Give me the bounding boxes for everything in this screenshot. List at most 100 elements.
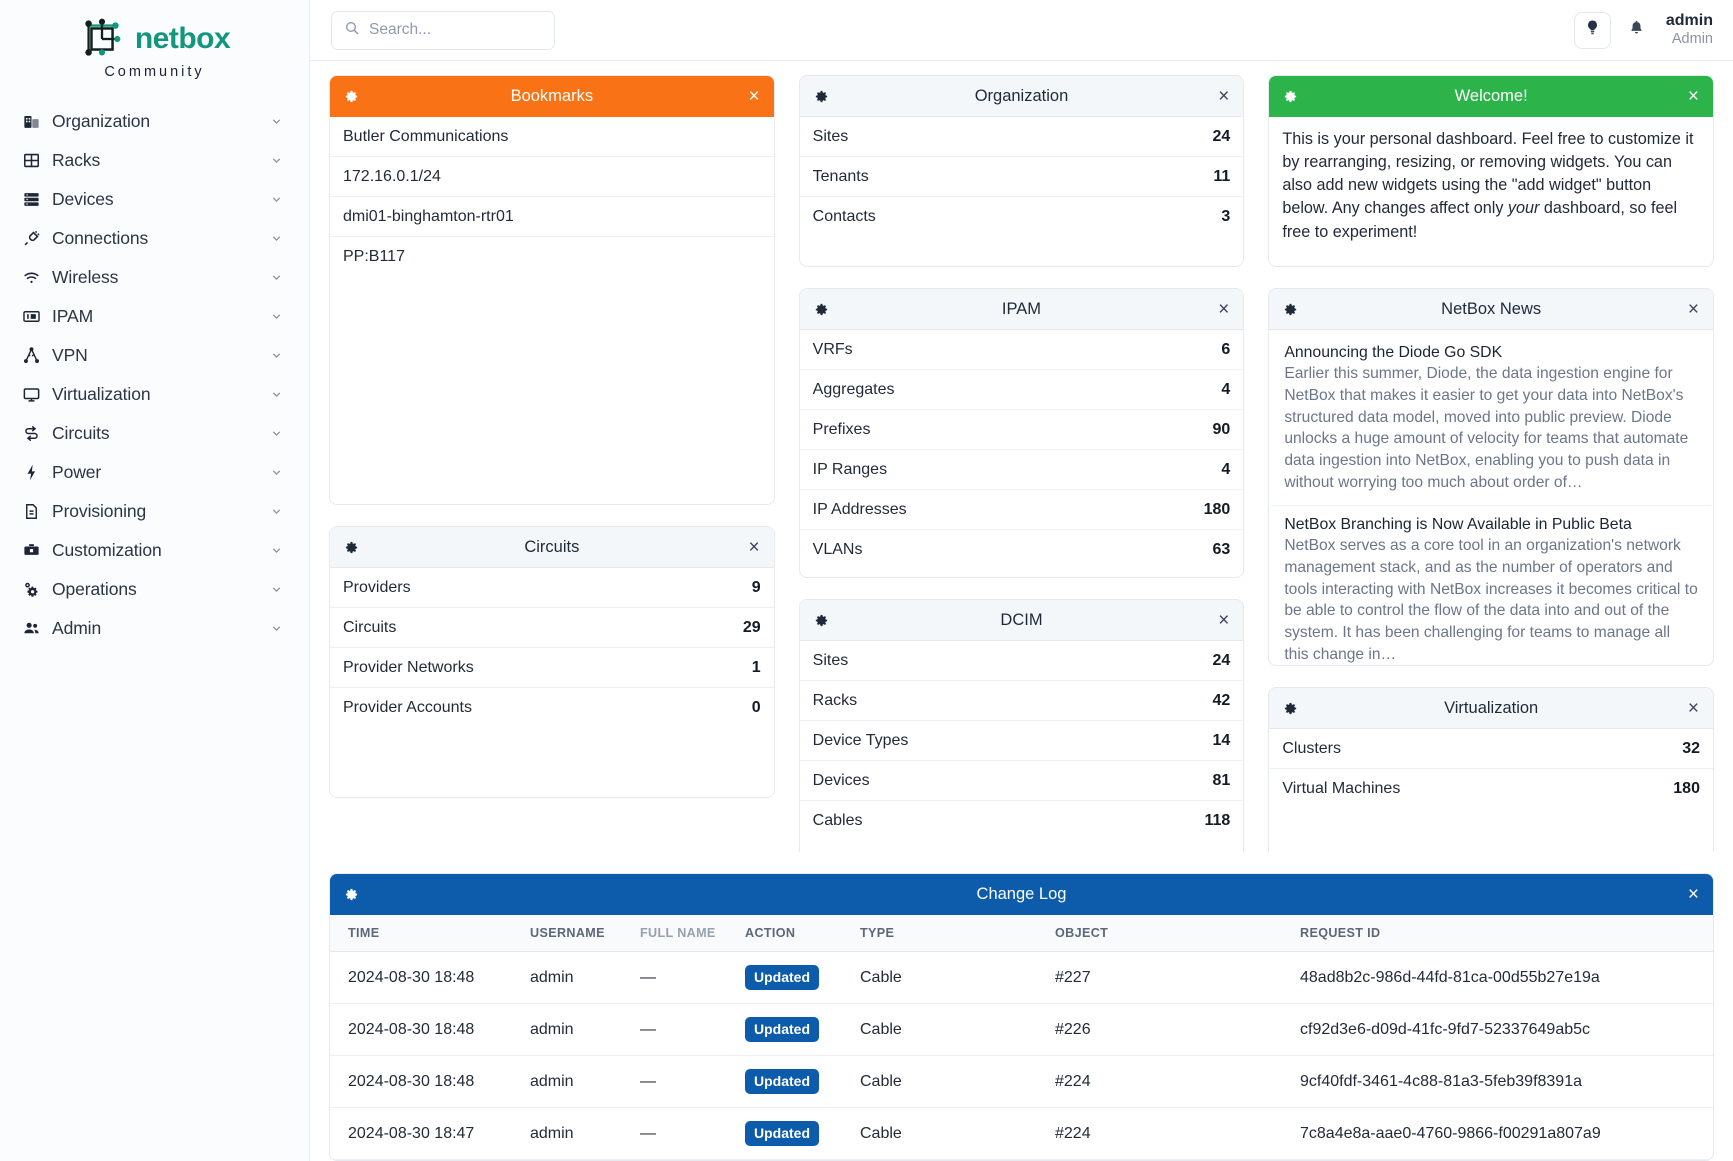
close-icon[interactable]: × xyxy=(1687,883,1699,905)
column-header-type[interactable]: TYPE xyxy=(860,915,1055,952)
close-icon[interactable]: × xyxy=(748,85,760,107)
list-item[interactable]: PP:B117 xyxy=(343,248,405,265)
stat-row[interactable]: Cables 118 xyxy=(800,801,1244,841)
stat-row[interactable]: Devices 81 xyxy=(799,761,1244,801)
column-header-action[interactable]: ACTION xyxy=(745,915,860,952)
table-row[interactable]: 2024-08-30 18:47 admin — Updated Cable #… xyxy=(330,1107,1713,1160)
chevron-down-icon[interactable] xyxy=(270,388,283,401)
sidebar-item-circuits[interactable]: Circuits xyxy=(0,414,309,453)
search-input[interactable]: Search... xyxy=(331,10,555,50)
stat-row[interactable]: Device Types 14 xyxy=(799,721,1244,761)
sidebar-item-virtualization[interactable]: Virtualization xyxy=(0,375,309,414)
chevron-down-icon[interactable] xyxy=(270,349,283,362)
stat-row[interactable]: Clusters 32 xyxy=(1269,729,1713,769)
sidebar-item-ipam[interactable]: IPAM xyxy=(0,297,309,336)
close-icon[interactable]: × xyxy=(1687,298,1699,320)
cell-time[interactable]: 2024-08-30 18:47 xyxy=(330,1107,530,1160)
column-header-full-name[interactable]: FULL NAME xyxy=(640,915,745,952)
chevron-down-icon[interactable] xyxy=(270,583,283,596)
cell-request-id[interactable]: 9cf40fdf-3461-4c88-81a3-5feb39f8391a xyxy=(1300,1055,1713,1108)
sidebar-item-wireless[interactable]: Wireless xyxy=(0,258,309,297)
stat-row[interactable]: Circuits 29 xyxy=(330,608,774,648)
column-header-object[interactable]: OBJECT xyxy=(1055,915,1300,952)
table-row[interactable]: 2024-08-30 18:48 admin — Updated Cable #… xyxy=(330,1003,1713,1056)
stat-row[interactable]: Provider Networks 1 xyxy=(330,648,774,688)
cell-request-id[interactable]: 7c8a4e8a-aae0-4760-9866-f00291a807a9 xyxy=(1300,1107,1713,1160)
chevron-down-icon[interactable] xyxy=(270,271,283,284)
column-header-request-id[interactable]: REQUEST ID xyxy=(1300,915,1713,952)
chevron-down-icon[interactable] xyxy=(270,154,283,167)
sidebar-item-power[interactable]: Power xyxy=(0,453,309,492)
chevron-down-icon[interactable] xyxy=(270,115,283,128)
chevron-down-icon[interactable] xyxy=(270,427,283,440)
close-icon[interactable]: × xyxy=(1687,697,1699,719)
gear-icon[interactable] xyxy=(814,89,829,104)
list-item[interactable]: 172.16.0.1/24 xyxy=(330,157,774,197)
cell-object[interactable]: #227 xyxy=(1055,951,1300,1004)
sidebar-item-operations[interactable]: Operations xyxy=(0,570,309,609)
chevron-down-icon[interactable] xyxy=(270,544,283,557)
close-icon[interactable]: × xyxy=(1218,609,1230,631)
close-icon[interactable]: × xyxy=(748,536,760,558)
gear-icon[interactable] xyxy=(1283,701,1298,716)
column-header-time[interactable]: TIME xyxy=(330,915,530,952)
cell-object[interactable]: #224 xyxy=(1055,1107,1300,1160)
gear-icon[interactable] xyxy=(344,540,359,555)
sidebar-item-racks[interactable]: Racks xyxy=(0,141,309,180)
brand-logo-block[interactable]: netbox Community xyxy=(0,8,309,98)
gear-icon[interactable] xyxy=(344,89,359,104)
news-item[interactable]: NetBox Branching is Now Available in Pub… xyxy=(1271,506,1711,665)
user-menu[interactable]: admin Admin xyxy=(1666,12,1713,47)
cell-object[interactable]: #226 xyxy=(1055,1003,1300,1056)
stat-row[interactable]: VLANs 63 xyxy=(800,530,1244,570)
theme-toggle-button[interactable] xyxy=(1573,11,1611,49)
sidebar-item-devices[interactable]: Devices xyxy=(0,180,309,219)
gear-icon[interactable] xyxy=(814,302,829,317)
list-item[interactable]: Butler Communications xyxy=(330,117,774,157)
close-icon[interactable]: × xyxy=(1218,298,1230,320)
gear-icon[interactable] xyxy=(344,887,359,902)
gear-icon[interactable] xyxy=(1283,89,1298,104)
stat-row[interactable]: Racks 42 xyxy=(799,681,1244,721)
news-item[interactable]: Announcing the Diode Go SDK Earlier this… xyxy=(1271,334,1711,506)
close-icon[interactable]: × xyxy=(1687,85,1699,107)
chevron-down-icon[interactable] xyxy=(270,232,283,245)
stat-row[interactable]: Tenants 11 xyxy=(799,157,1244,197)
close-icon[interactable]: × xyxy=(1218,85,1230,107)
stat-row[interactable]: Sites 24 xyxy=(799,117,1244,157)
sidebar-item-organization[interactable]: Organization xyxy=(0,102,309,141)
chevron-down-icon[interactable] xyxy=(270,466,283,479)
notifications-button[interactable] xyxy=(1622,14,1652,46)
list-item[interactable]: dmi01-binghamton-rtr01 xyxy=(330,197,774,237)
sidebar-item-provisioning[interactable]: Provisioning xyxy=(0,492,309,531)
stat-row[interactable]: Providers 9 xyxy=(330,568,774,608)
sidebar-item-connections[interactable]: Connections xyxy=(0,219,309,258)
stat-row[interactable]: Contacts 3 xyxy=(800,197,1244,237)
cell-request-id[interactable]: cf92d3e6-d09d-41fc-9fd7-52337649ab5c xyxy=(1300,1003,1713,1056)
chevron-down-icon[interactable] xyxy=(270,193,283,206)
table-row[interactable]: 2024-08-30 18:48 admin — Updated Cable #… xyxy=(330,951,1713,1004)
stat-row[interactable]: Sites 24 xyxy=(799,641,1244,681)
stat-row[interactable]: IP Ranges 4 xyxy=(799,450,1244,490)
sidebar-item-vpn[interactable]: VPN xyxy=(0,336,309,375)
stat-row[interactable]: Prefixes 90 xyxy=(799,410,1244,450)
gear-icon[interactable] xyxy=(814,613,829,628)
chevron-down-icon[interactable] xyxy=(270,505,283,518)
cell-time[interactable]: 2024-08-30 18:48 xyxy=(330,951,530,1004)
cell-time[interactable]: 2024-08-30 18:48 xyxy=(330,1003,530,1056)
chevron-down-icon[interactable] xyxy=(270,310,283,323)
stat-row[interactable]: Provider Accounts 0 xyxy=(330,688,774,728)
cell-object[interactable]: #224 xyxy=(1055,1055,1300,1108)
sidebar-item-admin[interactable]: Admin xyxy=(0,609,309,648)
stat-row[interactable]: Virtual Machines 180 xyxy=(1269,769,1713,809)
stat-row[interactable]: Aggregates 4 xyxy=(799,370,1244,410)
chevron-down-icon[interactable] xyxy=(270,622,283,635)
stat-row[interactable]: VRFs 6 xyxy=(799,330,1244,370)
cell-request-id[interactable]: 48ad8b2c-986d-44fd-81ca-00d55b27e19a xyxy=(1300,951,1713,1004)
cell-time[interactable]: 2024-08-30 18:48 xyxy=(330,1055,530,1108)
column-header-username[interactable]: USERNAME xyxy=(530,915,640,952)
stat-row[interactable]: IP Addresses 180 xyxy=(799,490,1244,530)
sidebar-item-customization[interactable]: Customization xyxy=(0,531,309,570)
gear-icon[interactable] xyxy=(1283,302,1298,317)
table-row[interactable]: 2024-08-30 18:48 admin — Updated Cable #… xyxy=(330,1055,1713,1108)
